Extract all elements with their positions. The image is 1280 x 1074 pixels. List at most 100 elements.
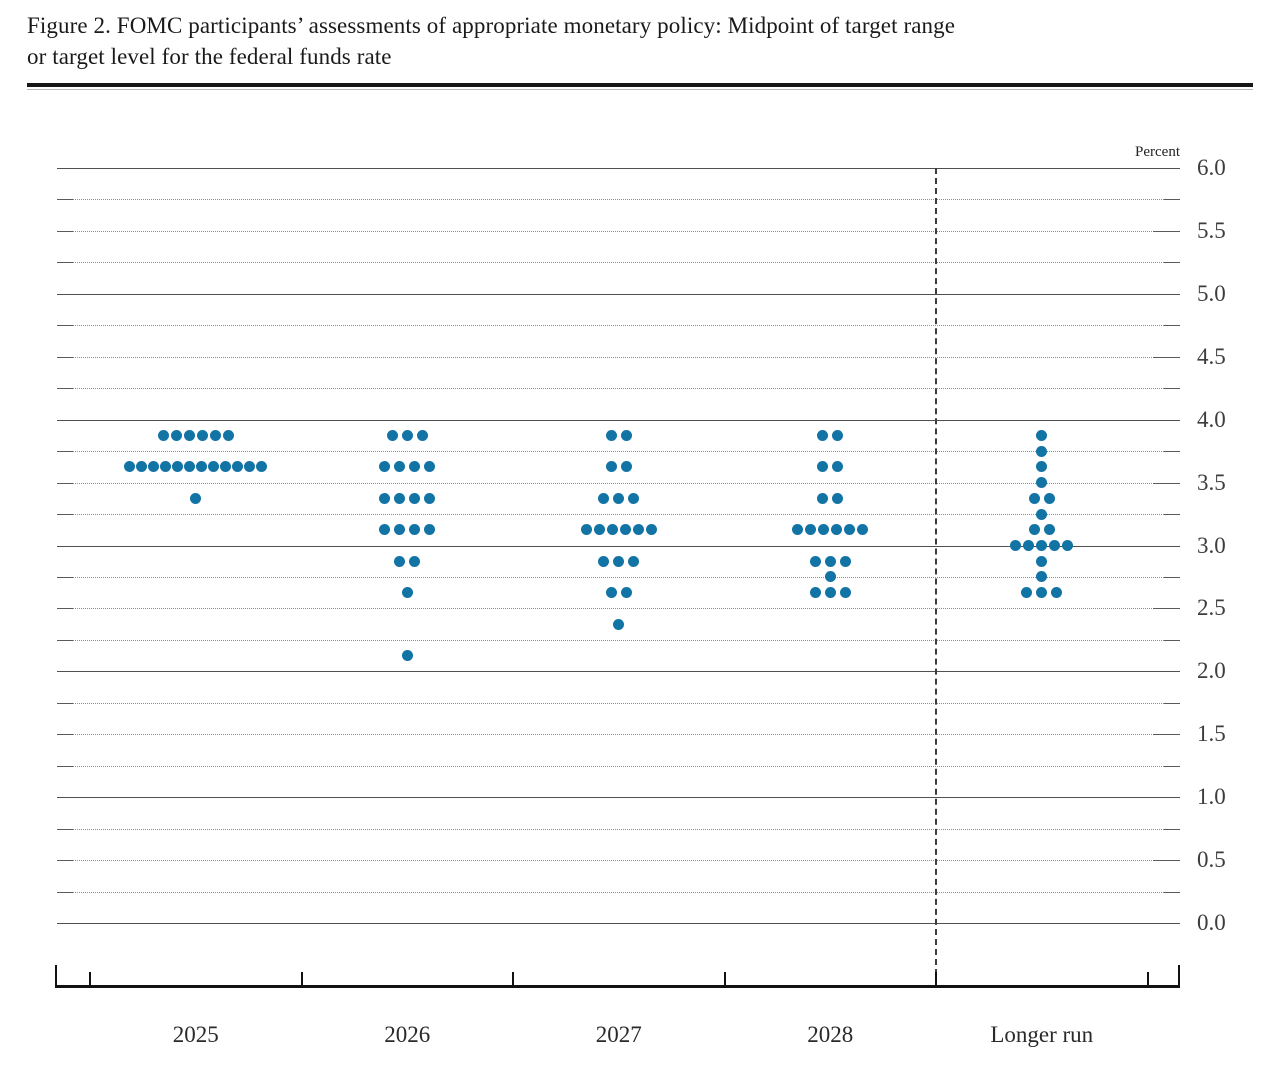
projection-dot [839,555,851,567]
y-tick-label: 5.5 [1197,217,1226,243]
projection-dot [824,555,836,567]
projection-dot [394,461,406,473]
projection-dot [386,429,398,441]
projection-dot [190,492,202,504]
projection-dot [605,429,617,441]
projection-dot [792,524,804,536]
projection-dot [416,429,428,441]
projection-dot [1049,540,1061,551]
gridline-major [57,293,1180,295]
gridline-right-tick [1153,356,1180,358]
projection-dot [401,429,413,441]
projection-dot [805,524,817,536]
gridline-left-tick [57,451,73,453]
projection-dot [1036,461,1048,473]
gridline-minor [57,356,1180,358]
projection-dot [1036,429,1048,441]
gridline-right-tick [1164,388,1180,390]
projection-dot [620,461,632,473]
gridline-major [57,671,1180,673]
title-rule [27,83,1253,87]
gridline-minor [57,828,1180,830]
x-axis-tick [512,972,514,985]
y-tick-label: 0.0 [1197,910,1226,935]
projection-dot [183,429,195,441]
projection-dot [844,524,856,536]
gridline-minor [57,702,1180,704]
projection-dot [409,492,421,504]
projection-dot [628,492,640,504]
projection-dot [645,524,657,536]
projection-dot [832,429,844,441]
projection-dot [620,587,632,599]
projection-dot [220,461,232,473]
y-tick-label: 2.5 [1197,595,1226,621]
projection-dot [1036,587,1048,599]
projection-dot [172,461,184,473]
gridline-left-tick [57,356,73,358]
projection-dot [394,555,406,567]
projection-dot [409,461,421,473]
projection-dot [1023,540,1035,551]
figure-title-line2: or target level for the federal funds ra… [27,44,392,69]
projection-dot [598,555,610,567]
gridline-major [57,797,1180,799]
gridline-left-tick [57,860,73,862]
projection-dot [632,524,644,536]
projection-dot [605,587,617,599]
gridline-right-tick [1164,451,1180,453]
projection-dot [824,571,836,583]
gridline-left-tick [57,891,73,893]
projection-dot [613,555,625,567]
gridline-left-tick [57,514,73,516]
gridline-left-tick [57,828,73,830]
projection-dot [124,461,136,473]
gridline-right-tick [1153,482,1180,484]
projection-dot [1036,508,1048,520]
y-tick-label: 6.0 [1197,155,1226,180]
projection-dot [1036,540,1048,551]
x-axis-tick [935,972,937,985]
projection-dot [613,618,625,630]
projection-dot [184,461,196,473]
gridline-minor [57,608,1180,610]
gridline-right-tick [1164,262,1180,264]
gridline-left-tick [57,639,73,641]
projection-dot [424,524,436,536]
projection-dot [1036,571,1048,583]
gridline-right-tick [1164,514,1180,516]
x-category-label: Longer run [990,1022,1094,1047]
gridline-left-tick [57,576,73,578]
projection-dot [148,461,160,473]
projection-dot [1036,445,1048,457]
projection-dot [809,587,821,599]
gridline-minor [57,325,1180,327]
gridline-right-tick [1164,639,1180,641]
projection-dot [831,524,843,536]
projection-dot [1010,540,1022,551]
projection-dot [824,587,836,599]
gridline-minor [57,860,1180,862]
gridline-right-tick [1164,199,1180,201]
projection-dot [379,492,391,504]
x-category-label: 2026 [384,1022,431,1047]
gridline-right-tick [1164,828,1180,830]
x-category-label: 2025 [172,1022,219,1047]
projection-dot [401,587,413,599]
longer-run-separator [935,168,937,985]
projection-dot [424,492,436,504]
projection-dot [160,461,172,473]
projection-dot [409,524,421,536]
gridline-left-tick [57,608,73,610]
projection-dot [593,524,605,536]
y-tick-label: 1.0 [1197,784,1226,810]
gridline-right-tick [1164,702,1180,704]
gridline-minor [57,451,1180,453]
gridline-minor [57,765,1180,767]
projection-dot [244,461,256,473]
projection-dot [1062,540,1074,551]
gridline-minor [57,482,1180,484]
projection-dot [1051,587,1063,599]
projection-dot [256,461,268,473]
gridline-left-tick [57,482,73,484]
